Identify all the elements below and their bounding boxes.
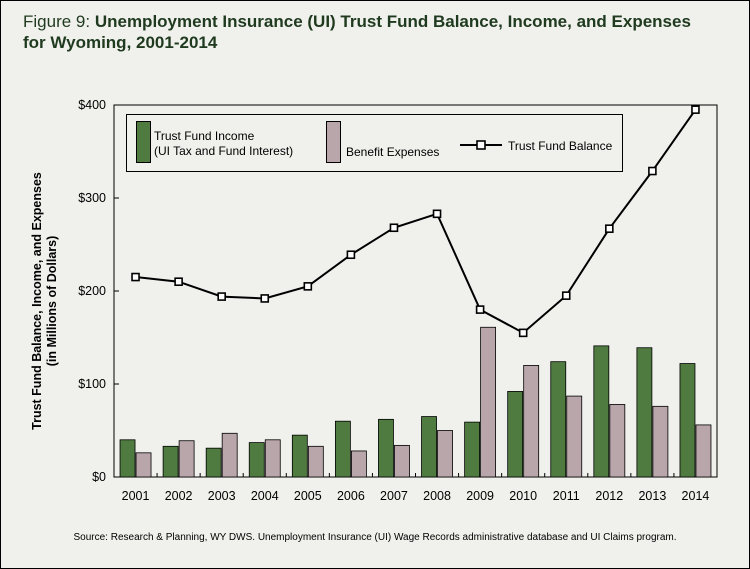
balance-point-2004 [260, 294, 270, 303]
legend-balance-text: Trust Fund Balance [508, 139, 613, 153]
legend-swatch-income [136, 121, 151, 163]
title-text-1: Unemployment Insurance (UI) Trust Fund B… [94, 12, 691, 31]
bar-expenses-2004 [264, 439, 281, 478]
balance-point-2013 [648, 166, 657, 176]
bar-expenses-2007 [394, 444, 410, 478]
balance-point-2007 [389, 223, 399, 233]
legend-swatch-expenses [326, 121, 341, 163]
x-tick-label-2001: 2001 [122, 489, 150, 503]
bar-expenses-2008 [437, 430, 453, 478]
bar-income-2003 [205, 447, 222, 478]
legend-label-expenses: Benefit Expenses [346, 145, 439, 160]
title-line-2: for Wyoming, 2001-2014 [23, 33, 218, 52]
balance-point-2010 [518, 328, 528, 338]
title-prefix: Figure 9: [23, 12, 91, 31]
x-tick-label-2014: 2014 [682, 489, 710, 503]
balance-point-2005 [303, 282, 313, 291]
y-tick-label: $0 [92, 470, 106, 484]
y-tick-label: $200 [78, 284, 106, 298]
bar-expenses-2001 [135, 452, 152, 478]
legend-label-income: Trust Fund Income (UI Tax and Fund Inter… [154, 129, 293, 159]
x-tick-label-2010: 2010 [509, 489, 537, 503]
legend-income-line-1: Trust Fund Income [154, 129, 255, 143]
legend-swatch-balance [460, 140, 502, 150]
balance-point-2008 [432, 209, 442, 219]
bar-income-2014 [679, 363, 696, 478]
bar-income-2006 [334, 420, 351, 478]
bar-income-2010 [507, 391, 524, 478]
balance-point-2003 [217, 292, 226, 301]
legend-label-balance: Trust Fund Balance [508, 139, 612, 154]
bar-income-2008 [421, 416, 437, 478]
legend-expenses-text: Benefit Expenses [346, 145, 440, 159]
y-tick-label: $300 [78, 191, 106, 205]
bar-income-2012 [593, 345, 610, 478]
bar-expenses-2005 [307, 445, 324, 478]
bar-income-2013 [636, 347, 653, 478]
balance-point-2001 [131, 272, 140, 282]
x-tick-label-2009: 2009 [466, 489, 494, 503]
balance-line [135, 109, 697, 335]
x-tick-label-2002: 2002 [165, 489, 193, 503]
x-tick-label-2008: 2008 [423, 489, 451, 503]
balance-point-2011 [561, 291, 571, 300]
bar-expenses-2012 [609, 404, 626, 478]
source-note: Source: Research & Planning, WY DWS. Une… [73, 532, 677, 543]
bar-income-2011 [550, 361, 567, 478]
bar-income-2001 [119, 439, 136, 478]
x-tick-label-2004: 2004 [251, 489, 279, 503]
x-tick-label-2006: 2006 [337, 489, 365, 503]
bar-income-2009 [464, 421, 481, 478]
y-tick-label: $100 [78, 377, 106, 391]
y-tick-label: $400 [78, 98, 106, 112]
x-tick-label-2007: 2007 [380, 489, 408, 503]
x-tick-label-2003: 2003 [208, 489, 236, 503]
bar-expenses-2014 [695, 424, 712, 478]
chart-legend: Trust Fund Income (UI Tax and Fund Inter… [126, 114, 623, 172]
figure-title: Figure 9: Unemployment Insurance (UI) Tr… [23, 11, 691, 53]
x-tick-label-2012: 2012 [595, 489, 623, 503]
balance-point-2012 [605, 224, 614, 233]
bar-expenses-2002 [178, 440, 195, 478]
bar-expenses-2010 [523, 364, 540, 478]
title-line-1: Figure 9: Unemployment Insurance (UI) Tr… [23, 11, 691, 32]
balance-point-2014 [691, 105, 700, 114]
bar-income-2007 [378, 418, 394, 478]
x-tick-label-2005: 2005 [294, 489, 322, 503]
x-tick-label-2011: 2011 [553, 489, 580, 503]
bar-income-2005 [291, 434, 308, 478]
bar-expenses-2006 [350, 450, 367, 478]
x-tick-label-2013: 2013 [638, 489, 666, 503]
bar-income-2002 [162, 445, 179, 478]
bar-expenses-2003 [221, 432, 238, 478]
balance-point-2002 [174, 277, 183, 287]
bar-expenses-2013 [652, 405, 669, 478]
bar-expenses-2011 [566, 395, 583, 478]
balance-point-2006 [346, 250, 356, 260]
balance-point-2009 [475, 305, 485, 314]
bar-expenses-2009 [480, 326, 497, 478]
bar-income-2004 [248, 442, 265, 478]
legend-income-line-2: (UI Tax and Fund Interest) [154, 144, 294, 158]
